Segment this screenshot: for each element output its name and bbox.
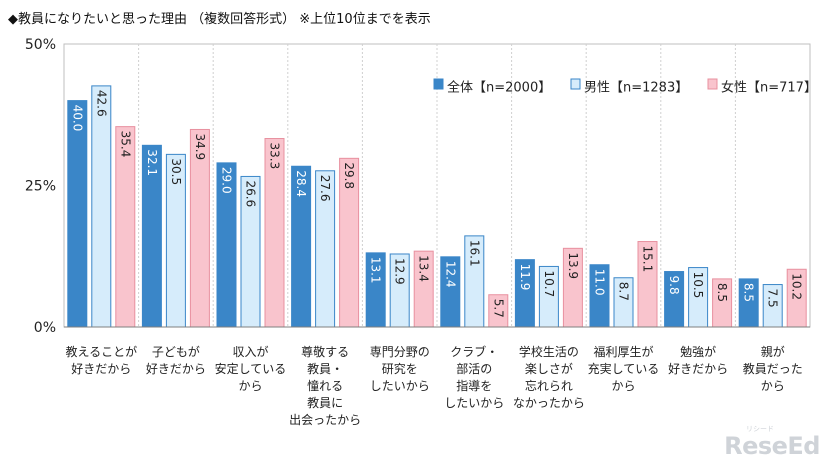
x-tick-label: 安定している bbox=[215, 361, 287, 376]
bar-value-label: 15.1 bbox=[641, 246, 655, 273]
bar-value-label: 10.5 bbox=[691, 272, 705, 299]
bar-value-label: 33.3 bbox=[268, 143, 282, 170]
bar-value-label: 35.4 bbox=[118, 131, 132, 158]
x-tick-label: 忘れられ bbox=[525, 378, 573, 393]
x-tick-label: 尊敬する bbox=[301, 344, 349, 359]
x-tick-label: したいから bbox=[370, 379, 430, 393]
y-tick-label: 25% bbox=[25, 179, 56, 195]
bar-value-label: 29.0 bbox=[220, 167, 234, 194]
x-tick-label: 楽しさが bbox=[525, 361, 573, 376]
bar-value-label: 10.7 bbox=[542, 270, 556, 297]
bar-value-label: 13.9 bbox=[566, 252, 580, 279]
x-tick-label: 部活の bbox=[456, 361, 492, 376]
legend-entry: 男性【n=1283】 bbox=[584, 81, 688, 96]
x-tick-label: から bbox=[761, 379, 785, 393]
bar-value-label: 28.4 bbox=[294, 170, 308, 197]
legend-entry: 全体【n=2000】 bbox=[447, 80, 551, 96]
bar-value-label: 8.7 bbox=[617, 282, 631, 301]
bar-value-label: 5.7 bbox=[491, 299, 505, 318]
bar bbox=[91, 85, 112, 328]
bar-value-label: 12.9 bbox=[393, 258, 407, 285]
x-tick-label: 学校生活の bbox=[519, 344, 579, 359]
chart-title: ◆教員になりたいと思った理由 （複数回答形式） ※上位10位までを表示 bbox=[8, 12, 431, 27]
x-tick-label: 好きだから bbox=[668, 362, 728, 376]
bar-value-label: 34.9 bbox=[193, 133, 207, 160]
bar-value-label: 8.5 bbox=[742, 283, 756, 302]
legend-swatch bbox=[433, 78, 444, 90]
x-tick-label: 教員・ bbox=[307, 361, 343, 376]
bar-value-label: 11.0 bbox=[593, 269, 607, 296]
x-tick-label: 好きだから bbox=[71, 362, 131, 376]
x-tick-label: クラブ・ bbox=[450, 344, 498, 359]
watermark-logo: ReseEd bbox=[724, 432, 820, 460]
x-tick-label: したいから bbox=[444, 396, 504, 410]
x-tick-label: 収入が bbox=[232, 344, 268, 359]
bar-value-label: 30.5 bbox=[169, 158, 183, 185]
x-tick-label: 指導を bbox=[456, 378, 492, 393]
bar-value-label: 29.8 bbox=[342, 162, 356, 189]
bar-value-label: 7.5 bbox=[766, 289, 780, 308]
x-tick-label: から bbox=[611, 379, 635, 393]
bar-value-label: 40.0 bbox=[70, 105, 84, 132]
legend-entry: 女性【n=717】 bbox=[721, 80, 817, 96]
x-tick-label: 教えることが bbox=[65, 344, 137, 359]
bar-value-label: 10.2 bbox=[790, 273, 804, 300]
x-tick-label: 勉強が bbox=[680, 344, 716, 359]
bar-value-label: 8.5 bbox=[715, 283, 729, 302]
legend-swatch bbox=[707, 78, 718, 90]
x-tick-label: 憧れる bbox=[307, 378, 343, 393]
x-tick-label: 出会ったから bbox=[289, 413, 361, 427]
bar bbox=[67, 100, 88, 328]
bar-value-label: 16.1 bbox=[467, 240, 481, 267]
bar-value-label: 32.1 bbox=[145, 149, 159, 176]
bar-value-label: 26.6 bbox=[244, 180, 258, 207]
x-tick-label: 好きだから bbox=[146, 362, 206, 376]
bar-value-label: 12.4 bbox=[443, 261, 457, 288]
legend-swatch bbox=[570, 78, 581, 90]
bar-value-label: 27.6 bbox=[318, 175, 332, 202]
x-tick-label: 教員だった bbox=[743, 361, 803, 376]
x-tick-label: から bbox=[238, 379, 262, 393]
x-tick-label: 研究を bbox=[382, 361, 418, 376]
y-tick-label: 0% bbox=[34, 320, 56, 336]
x-tick-label: 教員に bbox=[307, 395, 343, 410]
bar-value-label: 42.6 bbox=[94, 90, 108, 117]
y-tick-label: 50% bbox=[25, 37, 56, 53]
x-tick-label: なかったから bbox=[513, 396, 585, 410]
watermark-subtitle: リシード bbox=[746, 425, 774, 433]
x-tick-label: 福利厚生が bbox=[593, 344, 653, 359]
x-tick-label: 親が bbox=[761, 344, 785, 359]
x-tick-label: 専門分野の bbox=[370, 345, 430, 359]
bar-value-label: 13.1 bbox=[369, 257, 383, 284]
x-tick-label: 充実している bbox=[588, 361, 660, 376]
bar-value-label: 11.9 bbox=[518, 264, 532, 291]
bar-value-label: 13.4 bbox=[417, 255, 431, 282]
bar-value-label: 9.8 bbox=[667, 276, 681, 295]
x-tick-label: 子どもが bbox=[152, 344, 200, 359]
